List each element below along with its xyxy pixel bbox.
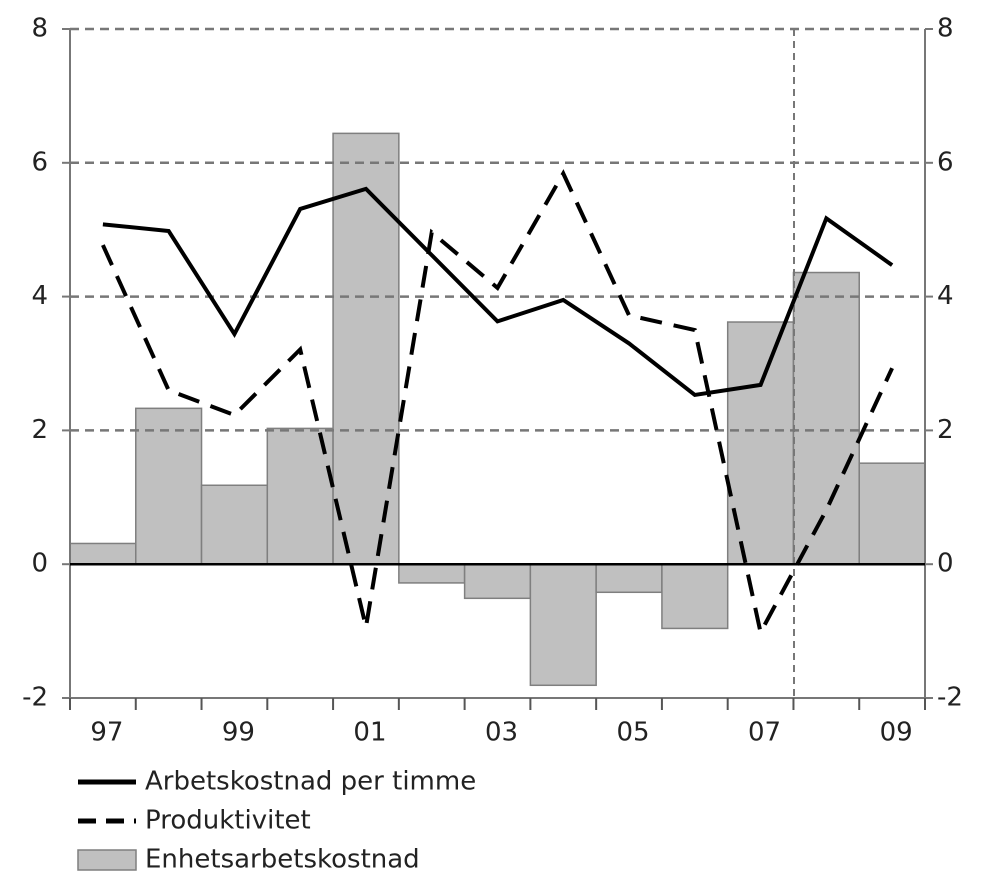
- bar: [463, 563, 532, 600]
- legend-label: Produktivitet: [145, 806, 311, 836]
- legend-swatch: [77, 849, 137, 871]
- y2-tick-label: 0: [937, 549, 954, 579]
- bar: [595, 563, 663, 594]
- x-tick-label: 99: [222, 718, 255, 748]
- line-series: [101, 169, 894, 639]
- x-tick-label: 05: [616, 718, 649, 748]
- bar: [858, 462, 926, 565]
- x-tick-label: 01: [353, 718, 386, 748]
- x-tick-label: 09: [880, 718, 913, 748]
- line-series: [102, 186, 894, 398]
- bar: [529, 563, 597, 687]
- bar: [661, 563, 729, 630]
- x-tick-label: 97: [90, 718, 123, 748]
- x-tick-label: 07: [748, 718, 781, 748]
- y2-tick-label: -2: [937, 683, 963, 713]
- legend-label: Arbetskostnad per timme: [145, 767, 476, 797]
- bar: [135, 407, 203, 565]
- bar: [69, 542, 137, 565]
- bar: [792, 271, 860, 565]
- y2-tick-label: 8: [937, 14, 954, 44]
- bar: [200, 484, 269, 565]
- y-tick-label: 4: [31, 281, 48, 311]
- y2-tick-label: 4: [937, 281, 954, 311]
- y-tick-label: 0: [31, 549, 48, 579]
- legend-label: Enhetsarbetskostnad: [145, 845, 420, 875]
- bar: [398, 563, 466, 584]
- y-tick-label: 2: [31, 415, 48, 445]
- y2-tick-label: 2: [937, 415, 954, 445]
- y-tick-label: -2: [22, 683, 48, 713]
- y-tick-label: 8: [31, 14, 48, 44]
- x-tick-label: 03: [485, 718, 518, 748]
- y2-tick-label: 6: [937, 147, 954, 177]
- y-tick-label: 6: [31, 147, 48, 177]
- bar: [266, 427, 334, 565]
- bar: [332, 132, 400, 565]
